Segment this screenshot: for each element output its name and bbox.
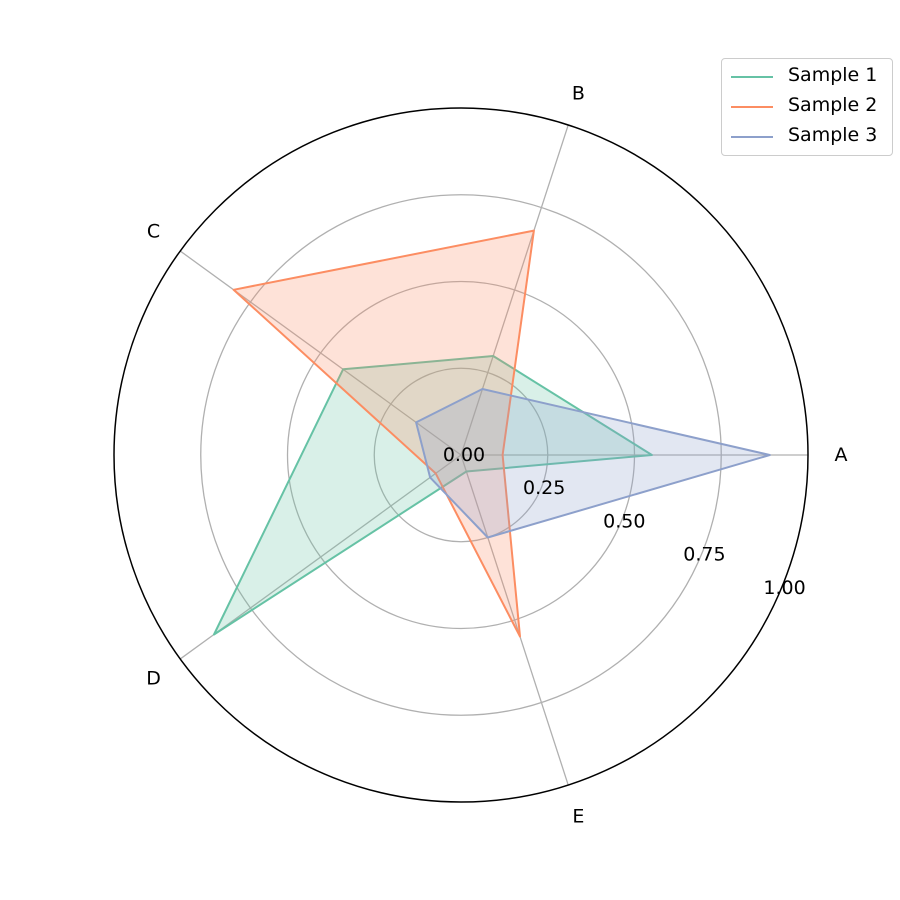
legend-item-sample-2: Sample 2 bbox=[722, 92, 894, 122]
legend-item-sample-1: Sample 1 bbox=[722, 62, 894, 92]
series-fill-3 bbox=[416, 389, 770, 538]
radial-tick-label-3: 0.75 bbox=[683, 544, 725, 566]
radial-tick-label-4: 1.00 bbox=[763, 577, 805, 599]
category-label-e: E bbox=[572, 805, 584, 827]
category-label-c: C bbox=[147, 221, 160, 243]
category-label-a: A bbox=[835, 444, 848, 466]
legend-line-sample-2 bbox=[731, 106, 773, 108]
radial-tick-label-2: 0.50 bbox=[603, 510, 645, 532]
legend-label-sample-1: Sample 1 bbox=[788, 64, 878, 86]
radial-tick-label-0: 0.00 bbox=[443, 444, 485, 466]
legend-line-sample-1 bbox=[731, 76, 773, 78]
series-line-1 bbox=[213, 355, 653, 636]
legend-label-sample-3: Sample 3 bbox=[788, 124, 878, 146]
category-label-d: D bbox=[146, 667, 161, 689]
spoke-e bbox=[460, 454, 569, 786]
series-line-2 bbox=[232, 229, 535, 638]
spoke-b bbox=[460, 124, 569, 456]
series-fill-1 bbox=[214, 356, 652, 635]
legend: Sample 1 Sample 2 Sample 3 bbox=[721, 58, 893, 156]
legend-line-sample-3 bbox=[731, 136, 773, 138]
category-label-b: B bbox=[572, 83, 585, 105]
series-line-3 bbox=[415, 388, 771, 539]
radial-tick-label-1: 0.25 bbox=[523, 477, 565, 499]
outer-ring bbox=[113, 107, 809, 803]
legend-item-sample-3: Sample 3 bbox=[722, 122, 894, 152]
series-fill-2 bbox=[233, 230, 534, 637]
legend-label-sample-2: Sample 2 bbox=[788, 94, 878, 116]
spoke-c bbox=[179, 250, 462, 456]
